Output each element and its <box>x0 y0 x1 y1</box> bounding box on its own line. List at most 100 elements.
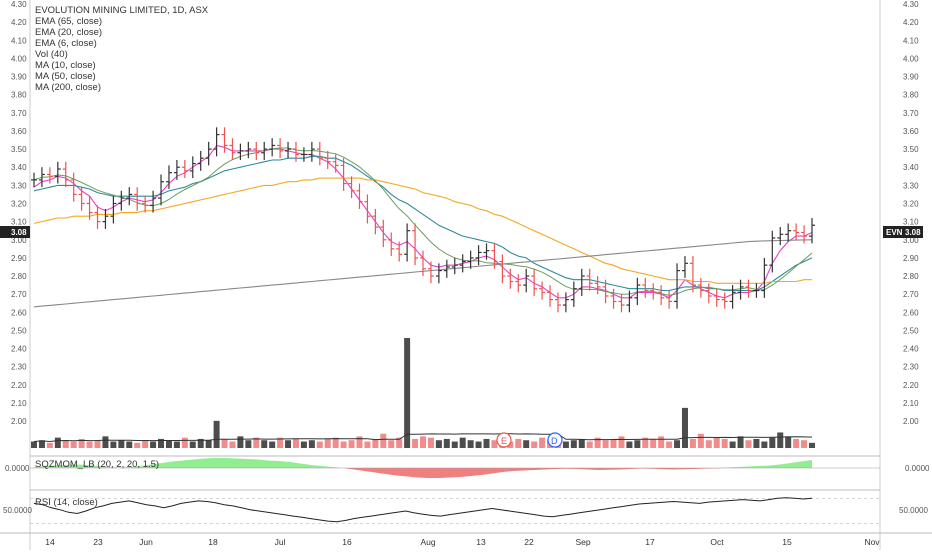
y-tick-left: 2.40 <box>11 345 27 354</box>
volume-bar <box>785 436 792 448</box>
x-tick-label: 13 <box>476 537 486 547</box>
volume-bar <box>150 441 157 448</box>
volume-bar <box>539 437 546 448</box>
volume-bar <box>475 441 482 448</box>
y-tick-left: 2.30 <box>11 363 27 372</box>
ohlc-bar <box>46 167 53 184</box>
dividend-marker[interactable]: D <box>547 432 563 448</box>
ohlc-bar <box>316 141 323 166</box>
earnings-marker-label: E <box>501 436 507 446</box>
volume-bar <box>427 437 434 448</box>
ohlc-bar <box>173 159 180 180</box>
legend-ema20[interactable]: EMA (20, close) <box>35 27 102 38</box>
volume-bar <box>396 437 403 448</box>
volume-bar <box>626 441 633 448</box>
legend-ma10[interactable]: MA (10, close) <box>35 60 96 71</box>
y-tick-right: 2.50 <box>903 326 919 335</box>
ohlc-bar <box>134 187 141 211</box>
ohlc-bar <box>388 232 395 257</box>
rsi-line <box>33 497 813 523</box>
y-tick-left: 2.80 <box>11 272 27 281</box>
ohlc-bar <box>126 187 133 206</box>
ohlc-bar <box>491 243 498 269</box>
volume-bar <box>634 440 641 448</box>
volume-bar <box>721 438 728 448</box>
x-tick-label: 18 <box>208 537 218 547</box>
ohlc-bar <box>78 187 85 211</box>
y-tick-left: 2.00 <box>11 417 27 426</box>
y-tick-left: 2.50 <box>11 326 27 335</box>
ohlc-bar <box>396 241 403 262</box>
volume-bar <box>70 441 77 448</box>
ohlc-bar <box>308 141 315 162</box>
volume-bar <box>356 436 363 448</box>
volume-bar <box>404 338 411 448</box>
legend-ema65[interactable]: EMA (65, close) <box>35 16 102 27</box>
legend-vol[interactable]: Vol (40) <box>35 49 68 60</box>
volume-bar <box>777 432 784 448</box>
time-axis: 14 23 Jun 18 Jul 16 Aug 13 22 Sep 17 Oct 15 Nov <box>45 537 880 547</box>
ohlc-bar <box>364 194 371 224</box>
volume-bar <box>324 438 331 448</box>
y-tick-right: 4.00 <box>903 54 919 63</box>
volume-bar <box>753 438 760 448</box>
volume-bar <box>467 440 474 448</box>
earnings-marker[interactable]: E <box>496 432 512 448</box>
volume-bar <box>729 441 736 448</box>
volume-bar <box>713 437 720 448</box>
y-tick-right: 2.30 <box>903 363 919 372</box>
volume-bar <box>316 441 323 448</box>
volume-bar <box>435 440 442 448</box>
legend-ema6[interactable]: EMA (6, close) <box>35 38 97 49</box>
ohlc-bar <box>165 165 172 189</box>
volume-bar <box>650 438 657 448</box>
volume-bar <box>173 441 180 448</box>
volume-bar <box>658 436 665 448</box>
volume-bar <box>420 436 426 448</box>
volume-bar <box>181 437 188 448</box>
y-tick-left: 4.30 <box>11 0 27 9</box>
ohlc-bar <box>721 292 728 309</box>
ohlc-bar <box>681 256 688 278</box>
ohlc-bar <box>197 150 204 171</box>
ohlc-bar <box>158 174 165 206</box>
volume-bar <box>459 437 466 448</box>
volume-bar <box>78 438 85 448</box>
volume-bar <box>380 433 387 448</box>
volume-bar <box>801 440 808 448</box>
ohlc-bar <box>729 285 736 309</box>
volume-bar <box>54 437 61 448</box>
volume-bar <box>348 440 355 448</box>
volume-bar <box>229 441 236 448</box>
ohlc-bar <box>404 223 411 262</box>
sqzmom-label[interactable]: SQZMOM_LB (20, 2, 20, 1.5) <box>35 459 159 470</box>
y-tick-left: 4.20 <box>11 18 27 27</box>
ohlc-bar <box>547 285 554 307</box>
ma-line-ema-20-close- <box>33 155 813 292</box>
left-price-value: 3.08 <box>11 228 27 237</box>
price-axes: 4.30 4.30 4.20 4.20 4.10 4.10 4.00 4.00 3.90 3.90… <box>11 0 919 426</box>
legend-ma50[interactable]: MA (50, close) <box>35 71 96 82</box>
y-tick-right: 3.30 <box>903 181 919 190</box>
ohlc-bar <box>38 167 45 188</box>
ohlc-bar <box>356 183 363 209</box>
ohlc-bar <box>602 279 609 304</box>
volume-bar <box>570 440 577 448</box>
left-price-badge: 3.08 <box>0 226 30 238</box>
volume-bar <box>189 441 196 448</box>
volume-bar <box>158 438 165 448</box>
rsi-label[interactable]: RSI (14, close) <box>35 497 98 508</box>
ohlc-bar <box>412 223 419 266</box>
y-tick-left: 3.40 <box>11 163 27 172</box>
sqz-positive-area <box>34 458 812 468</box>
ohlc-bar <box>205 141 212 166</box>
volume-bar <box>102 436 109 448</box>
ohlc-bar <box>793 223 800 240</box>
x-tick-label: Sep <box>575 537 590 547</box>
legend-ma200[interactable]: MA (200, close) <box>35 82 101 93</box>
volume-bar <box>642 437 649 448</box>
right-price-value: 3.08 <box>905 228 921 237</box>
volume-bar <box>118 440 125 448</box>
volume-bar <box>31 441 37 448</box>
